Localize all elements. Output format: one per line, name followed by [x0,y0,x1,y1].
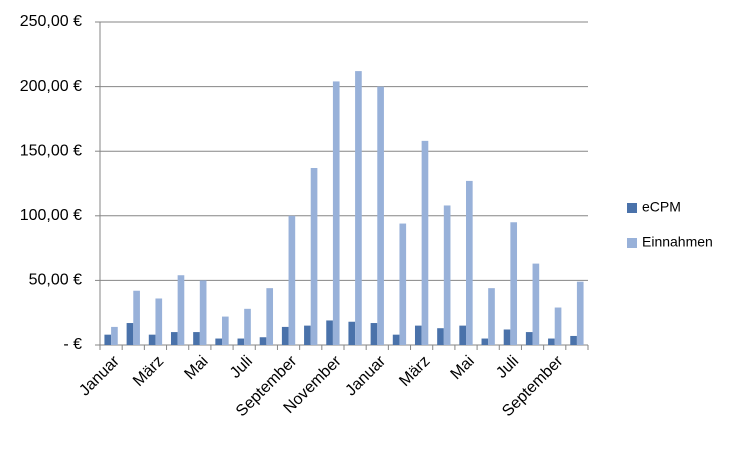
bar [222,316,229,345]
bar [266,288,274,345]
bar [281,326,289,345]
bar [355,71,362,345]
bar [414,325,422,345]
bar [466,180,473,345]
x-tick-label: Juli [227,353,256,382]
bar [377,86,384,345]
bar [326,320,333,345]
y-tick-label: 50,00 € [29,272,82,289]
bar [576,281,584,345]
bar [155,298,163,345]
bar [481,338,489,345]
bar [148,334,156,345]
x-tick-label: März [396,353,433,390]
x-tick-label: März [130,353,167,390]
y-tick-label: 100,00 € [20,207,82,224]
bar [399,223,407,345]
x-tick-label: Januar [76,352,123,399]
legend-label: Einnahmen [642,234,713,250]
y-tick-label: 150,00 € [20,142,82,159]
x-tick-label: Mai [448,353,478,383]
y-tick-label: - € [63,336,82,353]
bar [126,323,134,345]
bar [310,167,318,345]
x-tick-label: Januar [342,352,389,399]
legend-label: eCPM [642,199,681,215]
bar [170,332,178,345]
bar [525,332,533,345]
bar [133,290,140,345]
y-tick-label: 250,00 € [20,13,82,30]
bar [304,325,311,345]
bar [215,338,222,345]
bar [437,328,444,345]
bar [459,325,466,345]
bar [332,81,340,345]
bar [532,263,540,345]
bar [193,332,200,345]
bar [244,308,251,345]
bar [177,275,185,345]
legend-swatch [627,203,637,213]
bar [348,321,356,345]
bar [554,307,562,345]
y-tick-label: 200,00 € [20,78,82,95]
bar [570,335,577,345]
bar [237,338,245,345]
bar [503,329,511,345]
x-tick-label: Mai [181,353,211,383]
bar [288,215,296,345]
legend-swatch [627,238,637,248]
bar [104,334,112,345]
legend: eCPM Einnahmen [627,199,713,250]
bar [548,338,555,345]
bar [392,334,400,345]
bar [510,222,518,345]
bar [259,337,267,345]
bar [111,326,118,345]
bar [488,288,495,345]
bar [443,205,451,345]
bar [421,140,429,345]
bar [370,323,378,345]
bar [199,280,207,345]
x-tick-label: Juli [493,353,522,382]
